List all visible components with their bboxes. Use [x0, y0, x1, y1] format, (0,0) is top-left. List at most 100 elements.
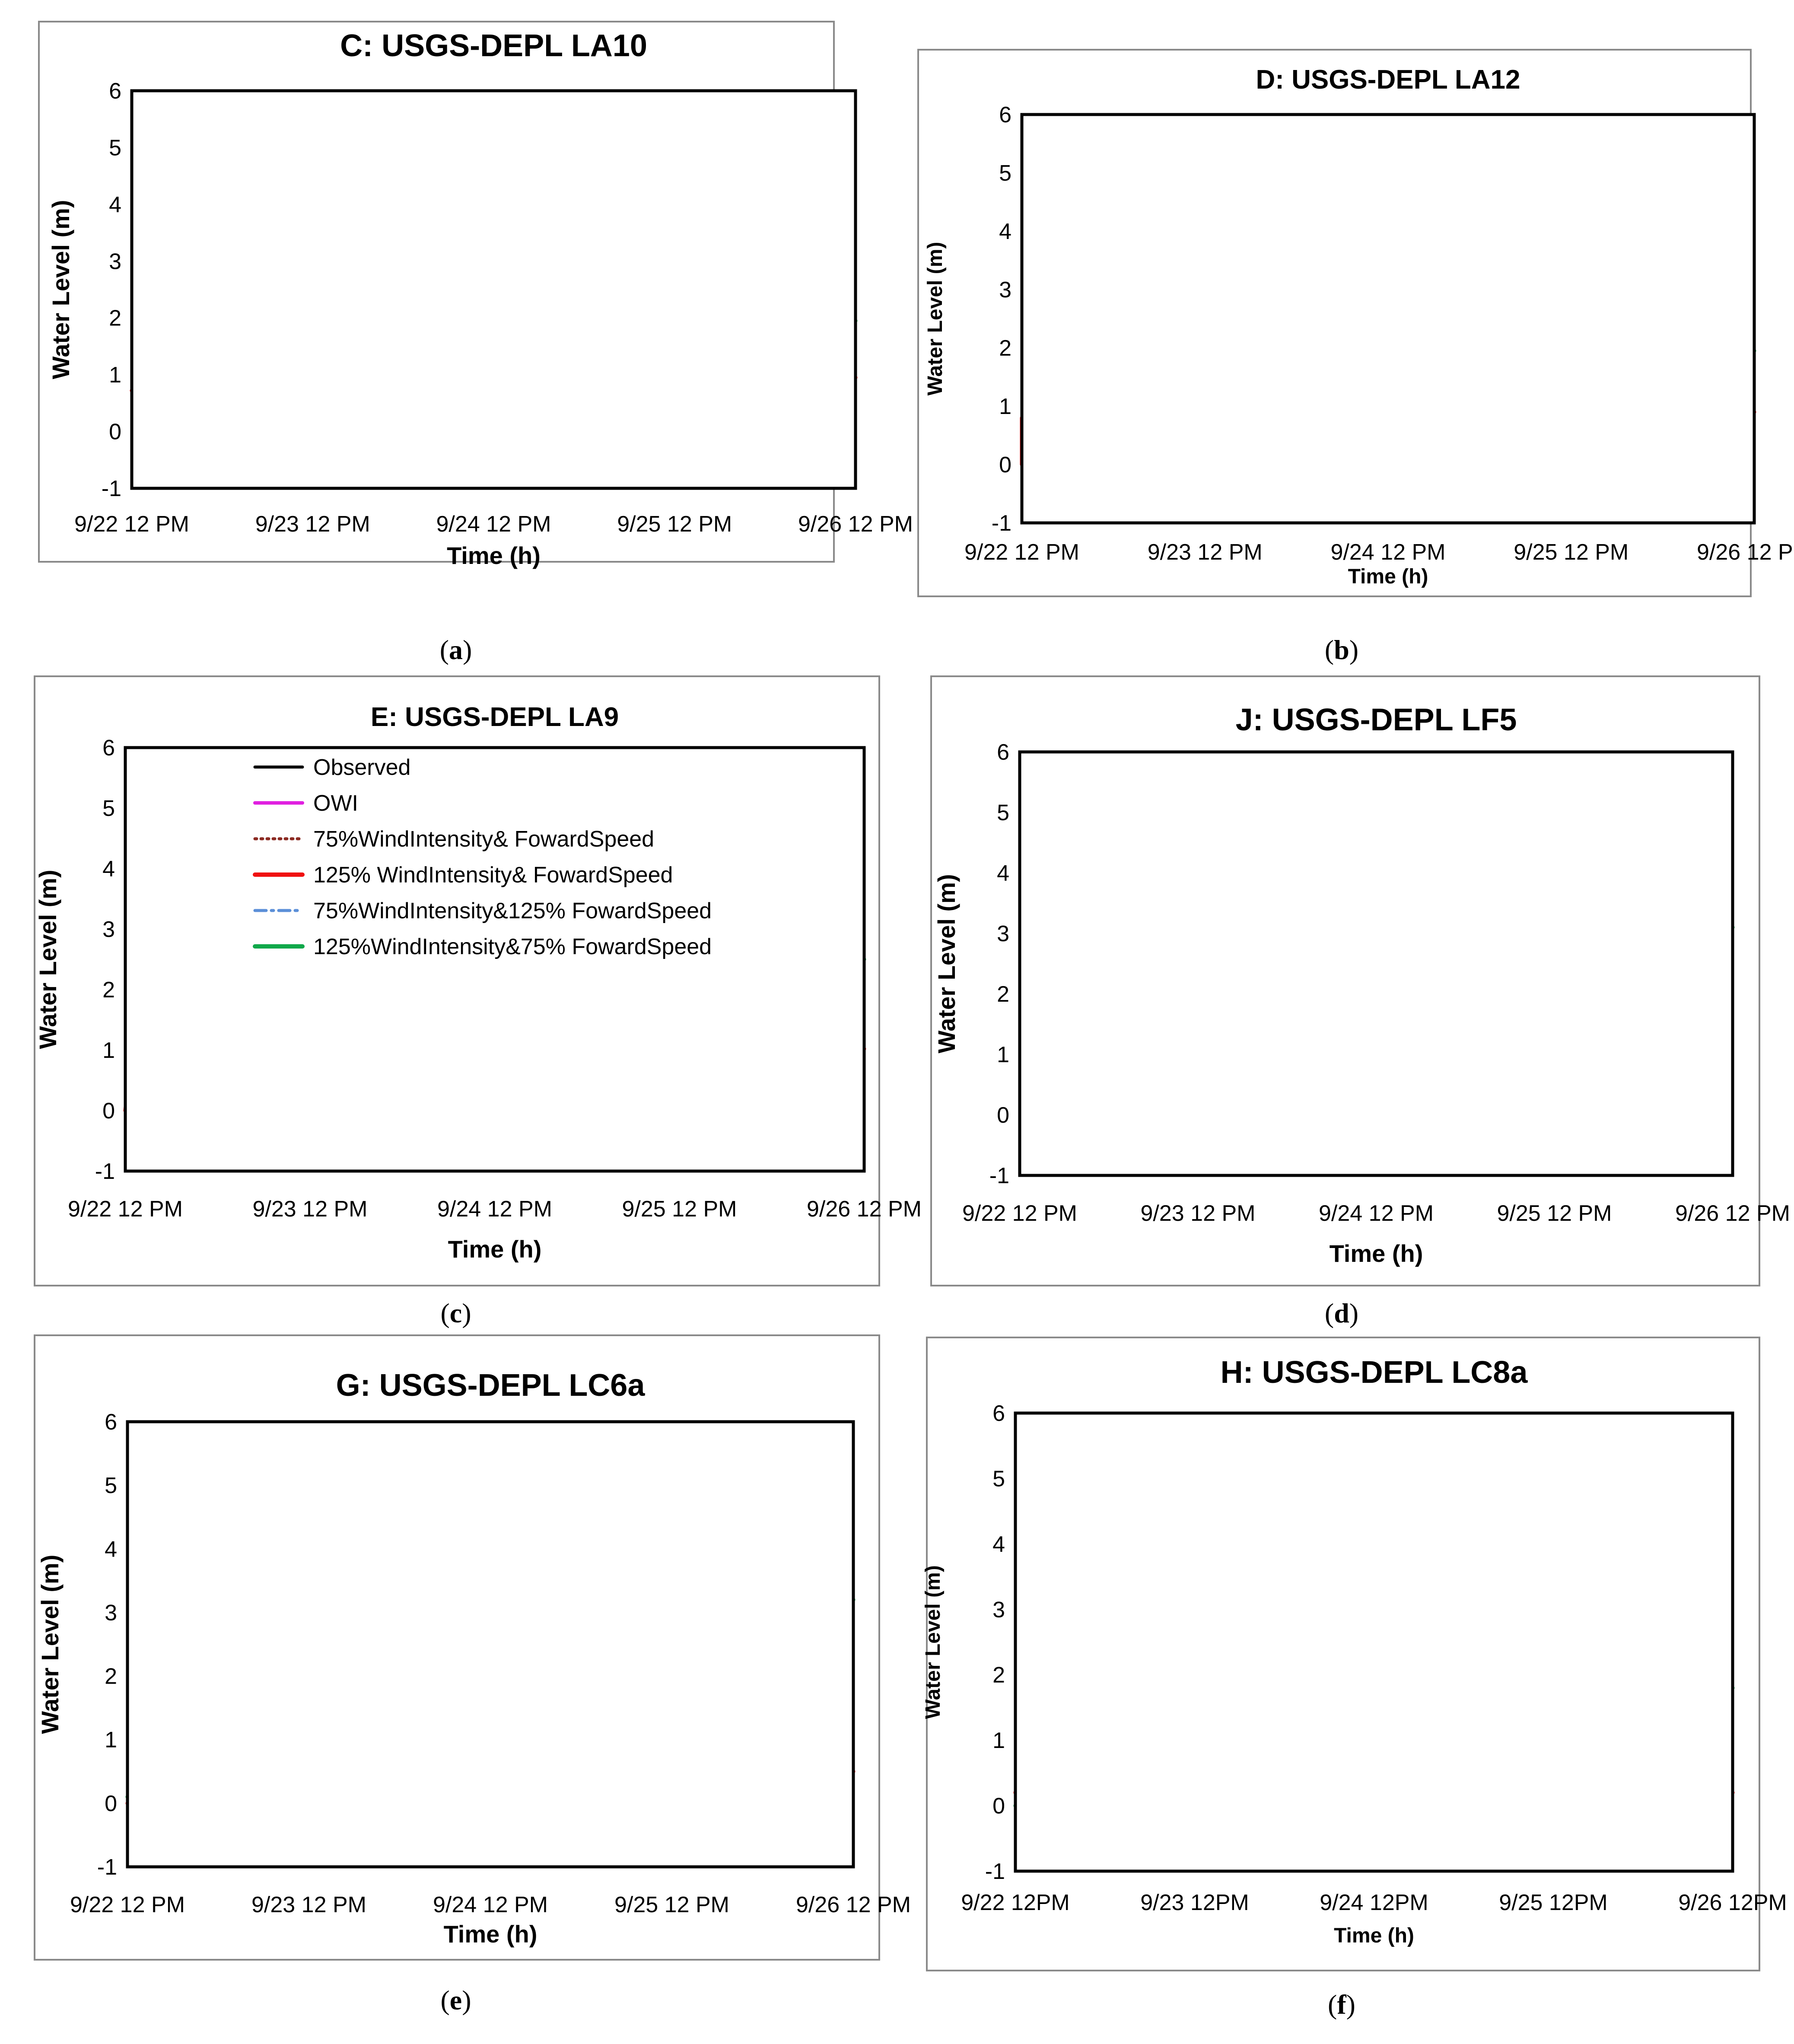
y-tick-label: -1	[989, 1163, 1009, 1188]
panel-label: (d)	[1325, 1298, 1358, 1328]
chart-panel-e: -1 0 1 2 3 4 5 6 9/22 12 PM 9/23 12 PM 9/24 12 PM 9…	[34, 1334, 911, 2015]
y-tick-label: -1	[95, 1159, 115, 1184]
y-tick-label: 6	[109, 79, 121, 104]
x-tick-label: 9/22 12 PM	[68, 1197, 183, 1222]
panel-label: (f)	[1328, 1989, 1355, 2020]
chart-panel-a: -1 0 1 2 3 4 5 6 9/22 12 PM 9/23 12 PM 9/24 12 PM 9…	[38, 21, 913, 665]
y-tick-label: -1	[992, 511, 1012, 536]
x-axis-label: Time (h)	[448, 1235, 542, 1263]
x-tick-label: 9/25 12 PM	[614, 1892, 729, 1917]
y-tick-label: 1	[109, 363, 121, 388]
chart-panel-b: -1 0 1 2 3 4 5 6 9/22 12 PM 9/23 12 PM 9/24 12 PM 9…	[917, 49, 1794, 665]
y-tick-label: 3	[997, 921, 1009, 946]
x-axis-label: Time (h)	[1330, 1240, 1423, 1267]
plot-border	[1018, 750, 1734, 1177]
x-tick-label: 9/24 12 PM	[437, 1197, 552, 1222]
y-tick-label: 2	[102, 977, 115, 1003]
y-tick-label: 0	[105, 1791, 117, 1816]
y-tick-label: 6	[999, 102, 1012, 127]
y-axis-label: Water Level (m)	[34, 870, 61, 1049]
x-axis-label: Time (h)	[1334, 1924, 1414, 1947]
y-tick-label: 2	[999, 336, 1012, 361]
x-tick-label: 9/26 12PM	[1678, 1890, 1787, 1915]
x-axis-label: Time (h)	[447, 542, 541, 569]
chart-title: E: USGS-DEPL LA9	[371, 702, 619, 732]
y-axis-label: Water Level (m)	[36, 1555, 64, 1734]
y-tick-label: 2	[109, 306, 121, 331]
y-tick-label: 3	[109, 249, 121, 274]
y-tick-label: 6	[992, 1401, 1005, 1426]
y-tick-label: 1	[999, 394, 1012, 419]
y-tick-label: 4	[999, 219, 1012, 244]
chart-panel-d: -1 0 1 2 3 4 5 6 9/22 12 PM 9/23 12 PM 9/24 12 PM 9…	[930, 675, 1790, 1328]
x-tick-label: 9/24 12 PM	[1331, 540, 1446, 565]
y-tick-label: 5	[997, 800, 1009, 825]
y-tick-label: 5	[105, 1473, 117, 1498]
y-tick-label: 0	[997, 1103, 1009, 1128]
y-tick-label: 4	[997, 861, 1009, 886]
legend-label-w75f125: 75%WindIntensity&125% FowardSpeed	[313, 898, 712, 923]
x-tick-label: 9/22 12 PM	[74, 512, 189, 537]
plot-border	[126, 1420, 855, 1869]
y-tick-label: 3	[999, 277, 1012, 302]
y-tick-label: 4	[102, 856, 115, 882]
plot-border	[1014, 1411, 1734, 1873]
x-tick-label: 9/26 12 PM	[796, 1892, 911, 1917]
y-tick-label: 6	[102, 735, 115, 761]
x-tick-label: 9/25 12 PM	[1497, 1201, 1612, 1226]
x-tick-label: 9/24 12 PM	[1319, 1201, 1434, 1226]
x-tick-label: 9/23 12 PM	[255, 512, 370, 537]
y-tick-label: 4	[105, 1537, 117, 1562]
y-tick-label: 2	[105, 1664, 117, 1689]
legend-label-w75: 75%WindIntensity& FowardSpeed	[313, 827, 654, 852]
y-tick-label: 0	[102, 1098, 115, 1124]
y-tick-label: 1	[105, 1728, 117, 1753]
x-tick-label: 9/25 12 PM	[1514, 540, 1629, 565]
x-tick-label: 9/25 12 PM	[617, 512, 732, 537]
legend-label-observed: Observed	[313, 755, 410, 780]
x-tick-label: 9/25 12PM	[1499, 1890, 1608, 1915]
y-axis-label: Water Level (m)	[924, 242, 947, 396]
x-tick-label: 9/24 12 PM	[433, 1892, 548, 1917]
chart-title: C: USGS-DEPL LA10	[340, 29, 647, 63]
legend-label-w125: 125% WindIntensity& FowardSpeed	[313, 863, 673, 888]
y-tick-label: 1	[997, 1042, 1009, 1067]
panel-label: (e)	[440, 1985, 471, 2015]
plot-border	[124, 746, 866, 1173]
chart-title: H: USGS-DEPL LC8a	[1221, 1355, 1528, 1390]
x-tick-label: 9/22 12 PM	[70, 1892, 185, 1917]
x-tick-label: 9/23 12 PM	[1148, 540, 1263, 565]
y-tick-label: 2	[997, 982, 1009, 1007]
y-tick-label: -1	[102, 476, 121, 501]
x-tick-label: 9/23 12 PM	[253, 1197, 368, 1222]
legend: Observed OWI 75%WindIntensity& FowardSpeed…	[253, 755, 712, 959]
y-tick-label: 6	[997, 740, 1009, 765]
y-tick-label: -1	[97, 1855, 117, 1880]
y-tick-label: 0	[999, 452, 1012, 478]
plot-border	[1020, 113, 1756, 525]
y-tick-label: 1	[102, 1038, 115, 1063]
y-tick-label: 0	[992, 1794, 1005, 1819]
y-tick-label: 4	[109, 192, 121, 217]
y-axis-label: Water Level (m)	[933, 874, 960, 1054]
y-tick-label: 1	[992, 1728, 1005, 1753]
legend-label-owi: OWI	[313, 791, 358, 816]
x-tick-label: 9/26 12 PM	[807, 1197, 922, 1222]
x-axis-label: Time (h)	[1348, 565, 1428, 588]
x-tick-label: 9/26 12 PM	[798, 512, 913, 537]
panel-label: (c)	[440, 1298, 471, 1328]
x-tick-label: 9/23 12 PM	[251, 1892, 366, 1917]
x-tick-label: 9/22 12 PM	[964, 540, 1079, 565]
chart-title: J: USGS-DEPL LF5	[1236, 703, 1517, 737]
x-tick-label: 9/22 12 PM	[962, 1201, 1077, 1226]
y-tick-label: 0	[109, 420, 121, 445]
chart-panel-c: -1 0 1 2 3 4 5 6 9/22 12 PM 9/23 12 PM 9/24 12 PM 9…	[34, 675, 922, 1328]
x-tick-label: 9/25 12 PM	[622, 1197, 737, 1222]
y-tick-label: 5	[992, 1466, 1005, 1491]
x-tick-label: 9/26 12 PM	[1697, 540, 1794, 565]
x-tick-label: 9/23 12PM	[1140, 1890, 1249, 1915]
y-tick-label: 3	[102, 917, 115, 942]
panel-label: (a)	[440, 634, 472, 665]
x-tick-label: 9/23 12 PM	[1141, 1201, 1256, 1226]
